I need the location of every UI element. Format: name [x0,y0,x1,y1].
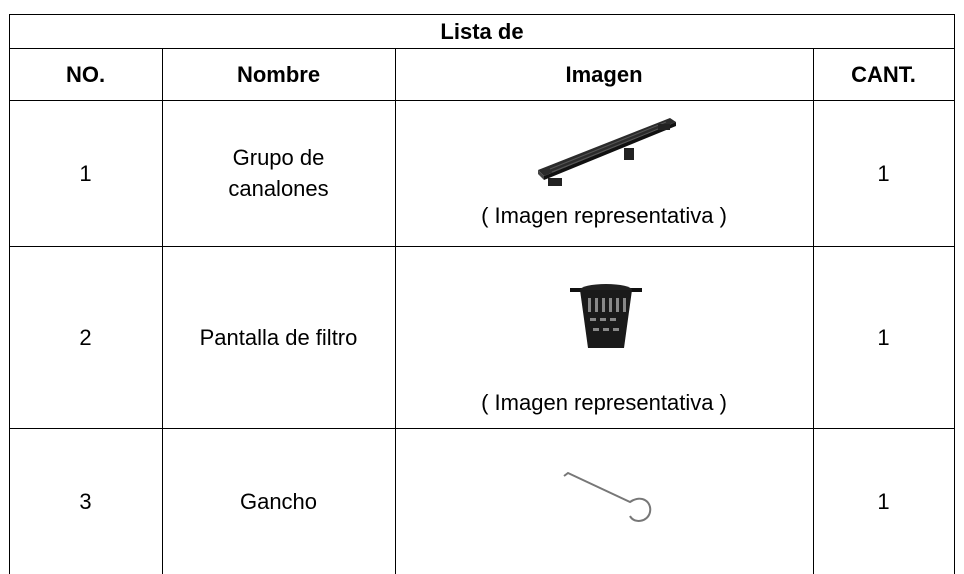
rule [954,14,955,574]
item-number: 2 [79,324,92,350]
item-number: 1 [79,160,92,186]
item-quantity: 1 [877,160,890,186]
column-header: Nombre [236,61,321,87]
drain-image [538,118,676,186]
rule [813,48,814,574]
rule [9,14,10,574]
column-header: NO. [65,61,106,87]
rule [9,246,955,247]
rule [9,14,955,15]
basket-image [570,284,642,348]
item-name: Pantalla de filtro [199,324,358,350]
rule [9,428,955,429]
item-quantity: 1 [877,488,890,514]
rule [9,100,955,101]
column-header: Imagen [565,61,643,87]
hook-image [563,471,652,522]
image-caption: ( Imagen representativa ) [481,202,727,228]
item-name: Gancho [239,488,318,514]
item-name: Grupo de canalones [228,145,329,201]
column-header: CANT. [851,61,916,87]
item-quantity: 1 [877,324,890,350]
item-number: 3 [79,488,92,514]
rule [162,48,163,574]
rule [395,48,396,574]
table-title: Lista de [440,18,524,44]
image-caption: ( Imagen representativa ) [481,389,727,415]
rule [9,48,955,49]
